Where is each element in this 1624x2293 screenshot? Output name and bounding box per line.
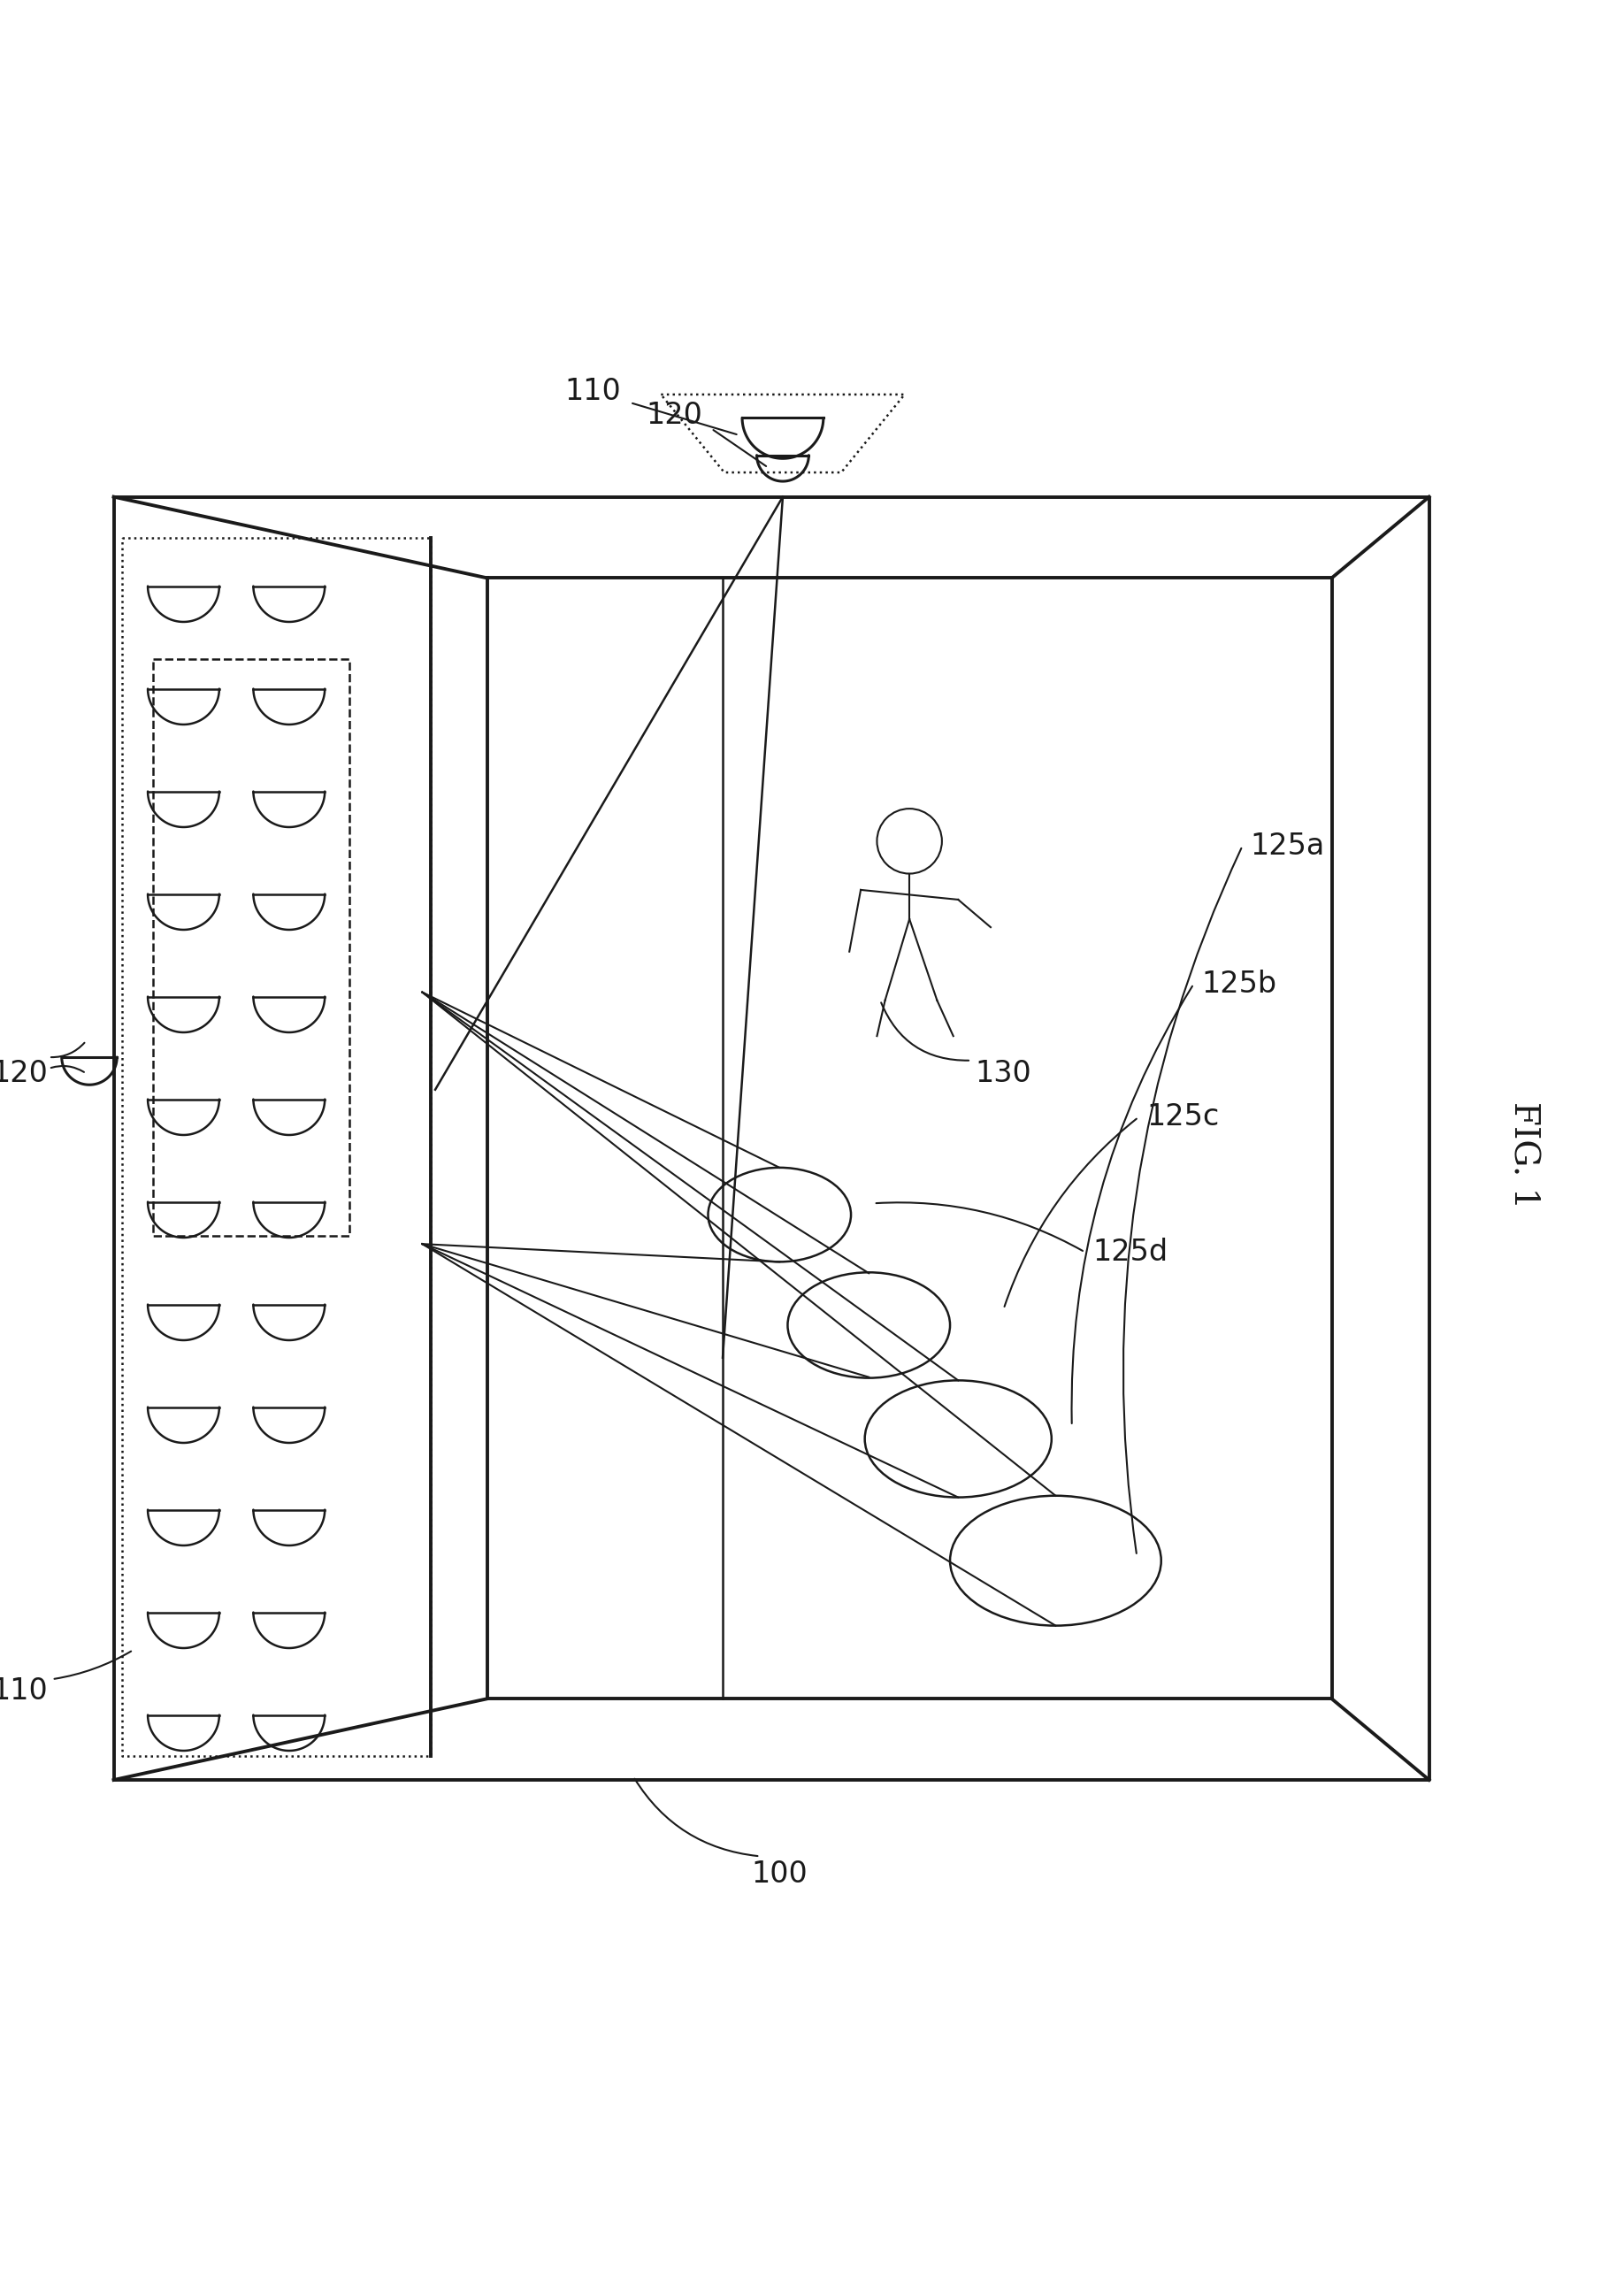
Text: FIG. 1: FIG. 1 [1507,1101,1540,1208]
Text: 120: 120 [0,1059,47,1087]
Text: 125b: 125b [1202,970,1276,1000]
Text: 125a: 125a [1250,832,1325,860]
Text: 130: 130 [976,1059,1031,1087]
Text: 125d: 125d [1093,1238,1168,1266]
Text: 125c: 125c [1147,1103,1220,1133]
Text: 110: 110 [565,376,620,406]
Text: 100: 100 [752,1860,807,1889]
Text: 120: 120 [646,401,702,431]
Text: 110: 110 [0,1676,47,1706]
